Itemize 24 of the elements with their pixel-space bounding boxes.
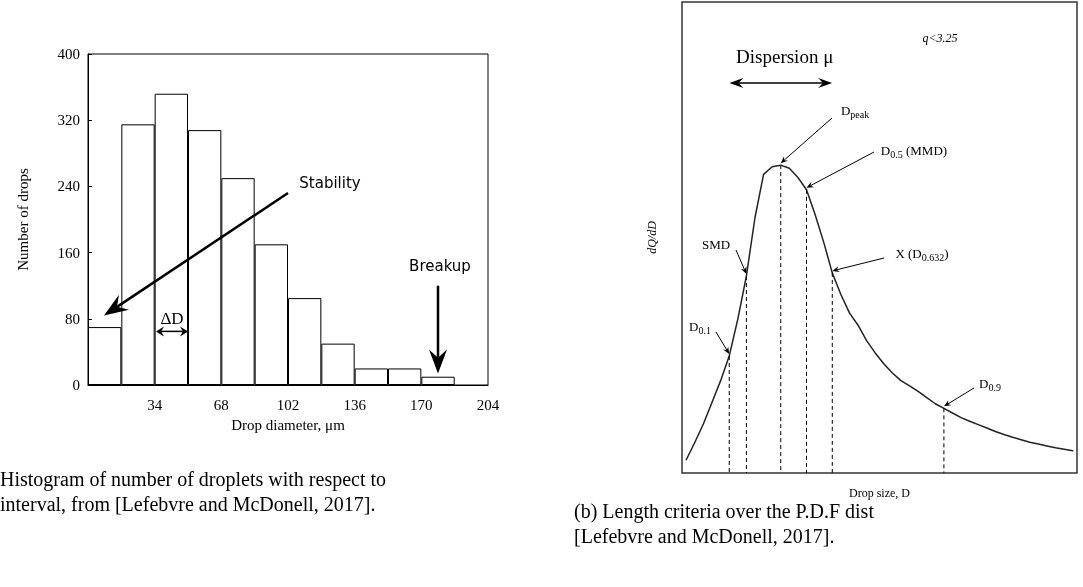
text: Histogram of number of droplets with respect to interval, from [Lefebvre and McDonell, 2017]. <box>0 467 387 515</box>
y-tick-label: 80 <box>65 310 80 327</box>
text: q<3.25 <box>922 31 958 45</box>
x-axis-title: Drop diameter, μm <box>231 416 346 433</box>
y-tick-label: 400 <box>57 46 80 62</box>
annotation: SMD <box>701 236 731 252</box>
y-tick-label: 320 <box>57 112 80 129</box>
y-axis-title: dQ/dD <box>645 220 659 254</box>
x-tick-label: 34 <box>147 396 163 413</box>
x-tick-label: 68 <box>213 396 229 413</box>
y-tick-label: 240 <box>57 178 80 195</box>
y-tick-label: 0 <box>72 377 80 393</box>
y-tick-label: 160 <box>57 244 80 261</box>
x-tick-label: 204 <box>476 396 500 413</box>
x-axis-title: Drop size, D <box>849 486 911 500</box>
text: (b) Length criteria over the P.D.F dist [Lefebvre and McDonell, 2017]. <box>574 499 875 547</box>
x-tick-label: 102 <box>276 396 300 413</box>
y-axis-title: Number of drops <box>14 168 31 271</box>
x-tick-label: 170 <box>410 396 433 413</box>
annotation: Stability <box>299 174 361 193</box>
annotation: ΔD <box>160 309 184 329</box>
text: Dispersion μ <box>736 45 834 67</box>
x-tick-label: 136 <box>343 396 367 413</box>
annotation: Breakup <box>409 256 471 275</box>
